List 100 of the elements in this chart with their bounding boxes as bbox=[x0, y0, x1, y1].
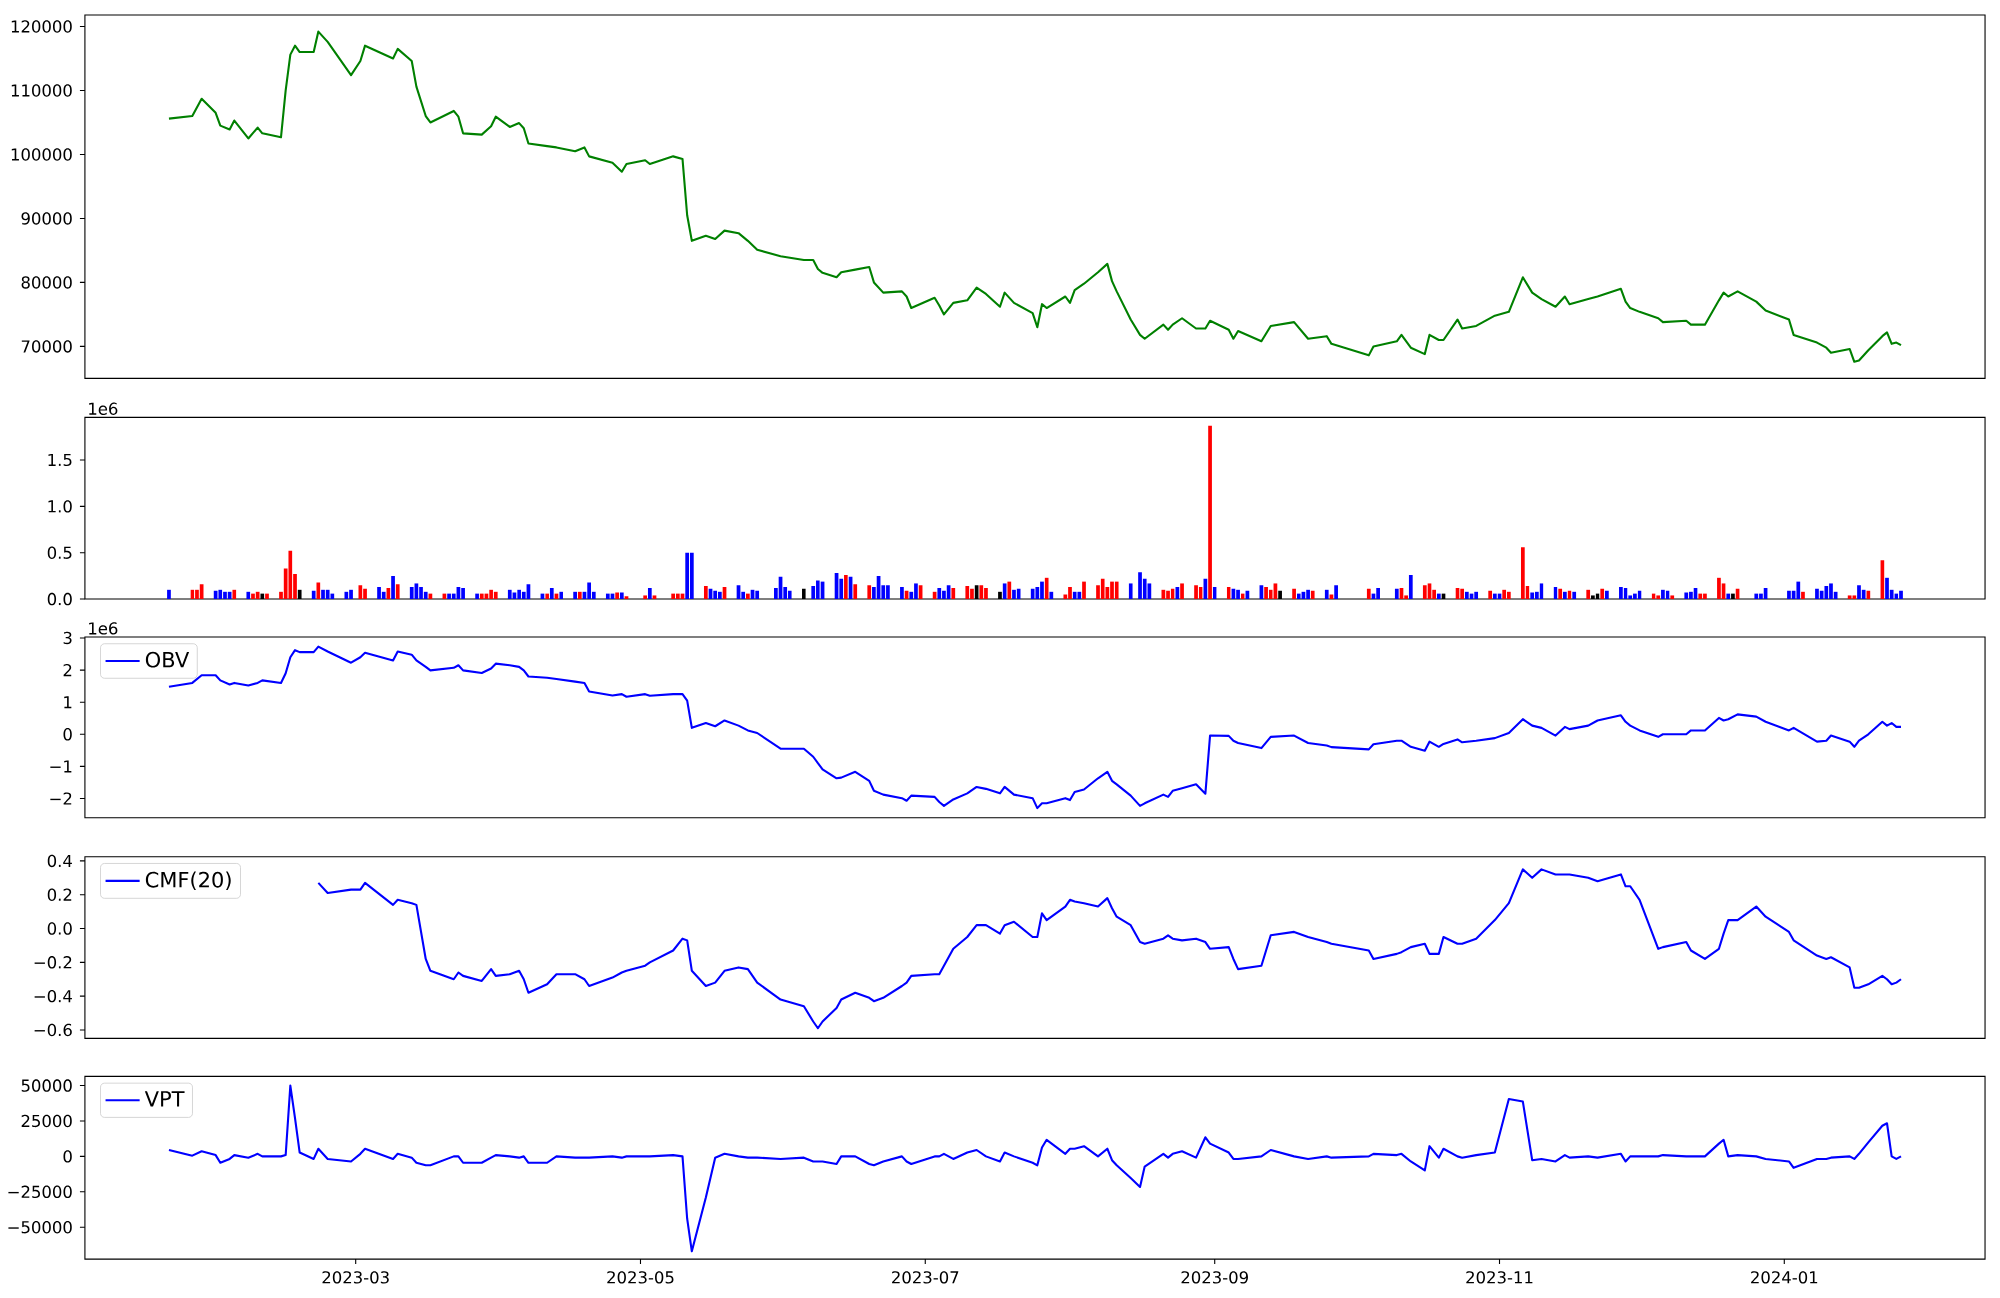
x-tick-label: 2023-03 bbox=[322, 1271, 389, 1284]
bar bbox=[675, 593, 680, 600]
bar bbox=[605, 593, 610, 600]
bar bbox=[325, 589, 330, 600]
y-tick-label: −2 bbox=[50, 792, 72, 805]
bar bbox=[1422, 585, 1427, 600]
y-tick-label: 120000 bbox=[11, 20, 72, 33]
bar bbox=[1558, 588, 1563, 600]
y-tick-label: 2 bbox=[63, 663, 72, 677]
bar bbox=[979, 585, 984, 600]
text: 1e6 bbox=[89, 402, 118, 415]
bar bbox=[1306, 589, 1310, 600]
y-tick-label: −25000 bbox=[8, 1185, 72, 1199]
y-tick-label: 1.5 bbox=[48, 453, 72, 467]
bar bbox=[1016, 588, 1021, 600]
bar bbox=[1236, 589, 1240, 600]
y-tick-label: 0.4 bbox=[47, 854, 72, 868]
bar bbox=[1082, 581, 1086, 600]
bar bbox=[647, 587, 652, 600]
bar bbox=[344, 591, 349, 600]
bar bbox=[951, 587, 956, 600]
x-tick-label: 2024-01 bbox=[1751, 1271, 1818, 1284]
bar bbox=[909, 591, 914, 600]
y-tick-label: 1.0 bbox=[48, 500, 72, 513]
bar bbox=[493, 591, 498, 600]
y-tick-label: 70000 bbox=[21, 340, 72, 353]
bar bbox=[1717, 577, 1721, 600]
bar bbox=[1147, 583, 1152, 600]
bar bbox=[213, 590, 218, 600]
bar bbox=[1394, 588, 1399, 600]
y-tick-label: −0.4 bbox=[34, 989, 72, 1003]
y-tick-label: 0 bbox=[63, 1150, 72, 1163]
bar bbox=[1292, 588, 1296, 600]
bar bbox=[1899, 590, 1903, 600]
bar bbox=[1492, 593, 1497, 600]
y-tick-label: −0.6 bbox=[34, 1023, 72, 1037]
bar bbox=[900, 587, 904, 600]
x-tick-label: 2023-11 bbox=[1466, 1271, 1533, 1284]
y-tick-label: 1 bbox=[64, 696, 72, 709]
bar bbox=[1161, 589, 1166, 600]
text: 1e6 bbox=[89, 622, 118, 635]
bar bbox=[1180, 583, 1184, 600]
bar bbox=[853, 584, 858, 600]
bar bbox=[1474, 591, 1479, 600]
y-tick-label: 0.5 bbox=[47, 546, 72, 559]
bar bbox=[1044, 577, 1049, 600]
bar bbox=[395, 584, 400, 600]
bar bbox=[685, 552, 690, 600]
bar bbox=[1366, 588, 1371, 600]
bar bbox=[381, 591, 386, 600]
bar bbox=[1464, 591, 1469, 600]
bar bbox=[1072, 591, 1077, 600]
bar bbox=[615, 592, 620, 600]
bar bbox=[1077, 591, 1082, 600]
y-tick-label: 0.2 bbox=[47, 888, 72, 901]
bar bbox=[311, 590, 316, 600]
bar bbox=[265, 593, 269, 600]
legend-label: CMF(20) bbox=[145, 871, 231, 891]
bar bbox=[1408, 574, 1413, 600]
bar bbox=[713, 590, 718, 600]
bar bbox=[717, 591, 722, 600]
bar bbox=[624, 596, 629, 600]
bar bbox=[1007, 581, 1012, 600]
y-tick-label: 90000 bbox=[21, 212, 72, 225]
bar bbox=[391, 575, 395, 600]
y-tick-label: 3 bbox=[63, 631, 72, 645]
bar bbox=[423, 591, 428, 600]
bar bbox=[1698, 593, 1703, 600]
line-series bbox=[167, 30, 1903, 363]
bar bbox=[937, 587, 942, 600]
bar bbox=[363, 588, 367, 600]
legend-label: VPT bbox=[144, 1091, 185, 1107]
bar bbox=[671, 593, 676, 600]
bar bbox=[1128, 583, 1133, 600]
bar bbox=[619, 592, 624, 600]
bar bbox=[246, 591, 251, 600]
bar bbox=[1619, 587, 1623, 600]
bar bbox=[1114, 581, 1119, 600]
bar bbox=[1520, 547, 1525, 600]
bar bbox=[507, 589, 512, 600]
bar bbox=[1502, 589, 1507, 600]
bar bbox=[965, 586, 970, 600]
y-tick-label: 0.0 bbox=[47, 922, 72, 935]
bar bbox=[1530, 592, 1535, 600]
bar bbox=[1334, 585, 1338, 600]
y-tick-label: 0 bbox=[63, 728, 72, 741]
bar bbox=[1460, 588, 1465, 600]
bar bbox=[1563, 591, 1567, 600]
y-tick-label: 25000 bbox=[21, 1114, 72, 1128]
bar bbox=[227, 591, 232, 600]
y-tick-label: 110000 bbox=[11, 84, 72, 97]
y-tick-label: 100000 bbox=[11, 148, 72, 161]
bar bbox=[232, 589, 237, 600]
y-tick-label: −50000 bbox=[8, 1220, 72, 1234]
bar bbox=[1801, 591, 1805, 600]
bar bbox=[1586, 589, 1591, 600]
bar bbox=[1100, 578, 1105, 600]
bar bbox=[577, 591, 582, 600]
x-tick-label: 2023-07 bbox=[892, 1271, 959, 1284]
bar bbox=[1436, 593, 1441, 600]
